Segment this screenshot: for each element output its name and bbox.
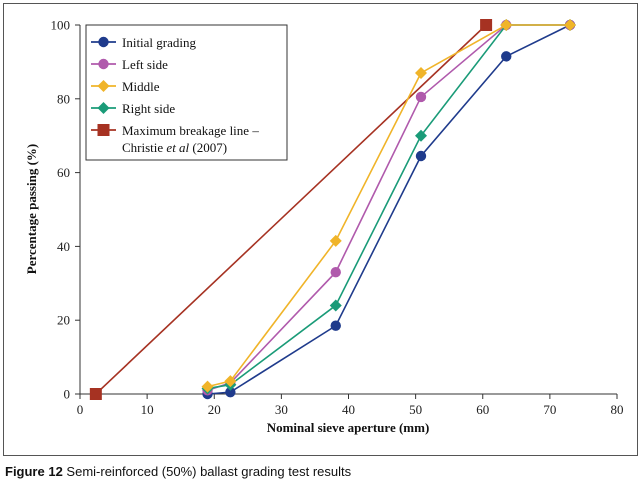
series-middle (201, 19, 577, 393)
legend-item-left-side: Left side (91, 57, 168, 72)
series-maximum-breakage-line-christie-et-al-2007 (89, 19, 493, 400)
legend: Initial grading Left side Middle Right s… (85, 24, 288, 161)
x-tick-label: 0 (77, 402, 84, 417)
legend-label-middle: Middle (122, 79, 160, 94)
data-point-maximum-breakage-line-christie-et-al-2007 (89, 388, 102, 400)
data-point-middle (201, 380, 214, 393)
legend-item-middle: Middle (91, 79, 160, 94)
legend-item-initial-grading: Initial grading (91, 35, 197, 50)
legend-label-initial-grading: Initial grading (122, 35, 197, 50)
x-tick-label: 60 (476, 402, 489, 417)
data-point-right-side (414, 129, 427, 142)
data-point-middle (500, 19, 513, 31)
data-point-initial-grading (501, 51, 512, 62)
data-point-middle (414, 66, 427, 79)
y-axis-title: Percentage passing (%) (24, 144, 39, 274)
data-point-left-side (415, 91, 427, 103)
x-tick-label: 40 (342, 402, 355, 417)
x-tick-label: 30 (275, 402, 288, 417)
legend-item-right-side: Right side (91, 101, 175, 116)
data-point-middle (224, 375, 237, 388)
series-layer (89, 19, 577, 400)
x-tick-label: 70 (543, 402, 556, 417)
figure-caption: Figure 12 Semi-reinforced (50%) ballast … (5, 464, 351, 479)
data-point-left-side (330, 267, 341, 278)
legend-item-maximum-breakage: Maximum breakage line – Christie et al (… (91, 123, 259, 155)
figure-caption-label: Figure 12 (5, 464, 63, 479)
series-line-maximum-breakage-line-christie-et-al-2007 (95, 24, 487, 395)
data-point-right-side (329, 299, 342, 312)
data-point-initial-grading (415, 150, 427, 162)
x-tick-label: 10 (141, 402, 154, 417)
legend-label-left-side: Left side (122, 57, 168, 72)
figure-caption-text: Semi-reinforced (50%) ballast grading te… (66, 464, 352, 479)
x-tick-label: 80 (611, 402, 624, 417)
legend-label-maximum-breakage-line2: Christie et al (2007) (122, 140, 227, 155)
data-point-initial-grading (330, 320, 341, 331)
legend-label-maximum-breakage-line1: Maximum breakage line – (122, 123, 259, 138)
ticks: 0 10 20 30 40 50 60 70 80 0 20 40 60 80 100 (51, 18, 624, 418)
x-tick-label: 20 (208, 402, 221, 417)
data-point-middle (564, 19, 577, 31)
legend-box (85, 24, 288, 161)
data-point-maximum-breakage-line-christie-et-al-2007 (480, 19, 493, 31)
legend-label-right-side: Right side (122, 101, 175, 116)
y-tick-label: 0 (64, 387, 71, 402)
x-tick-label: 50 (409, 402, 422, 417)
y-tick-label: 80 (57, 91, 70, 106)
y-tick-label: 20 (57, 313, 70, 328)
y-tick-label: 60 (57, 165, 70, 180)
data-point-middle (329, 234, 342, 247)
data-point-initial-grading (225, 386, 236, 398)
y-tick-label: 100 (51, 18, 71, 33)
y-tick-label: 40 (57, 239, 70, 254)
x-axis-title: Nominal sieve aperture (mm) (267, 420, 430, 435)
